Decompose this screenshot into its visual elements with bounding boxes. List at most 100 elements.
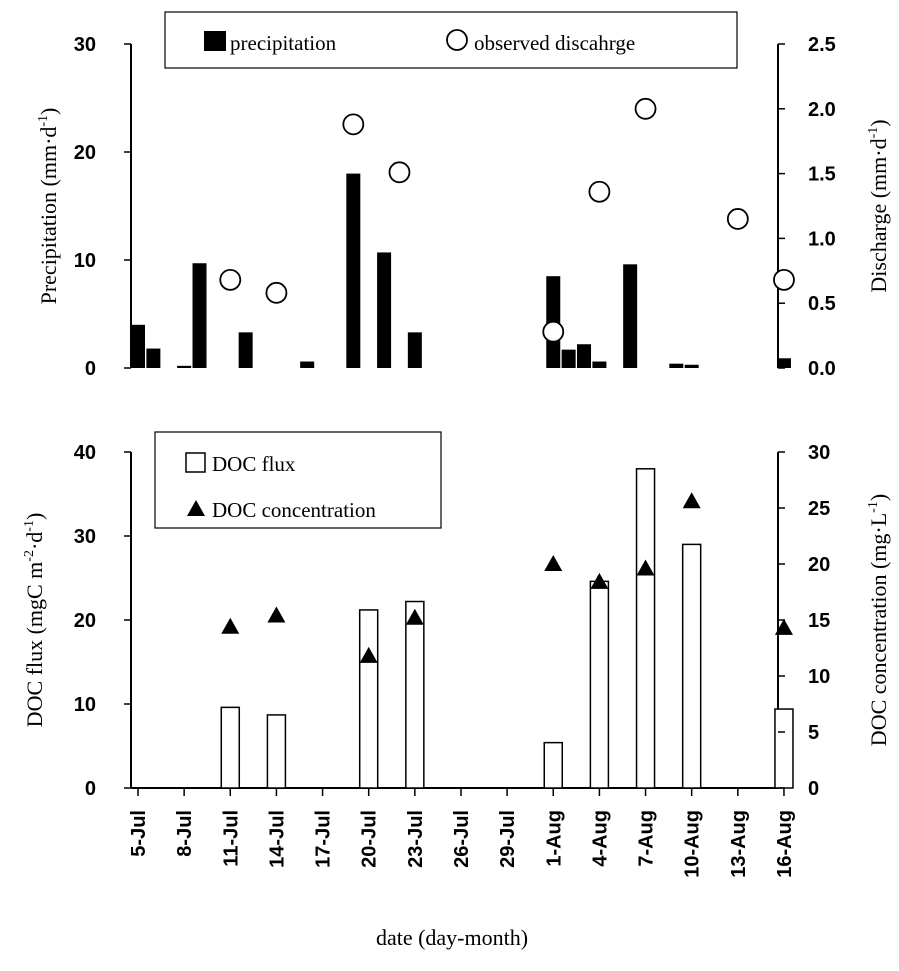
precip-bar (577, 344, 592, 368)
doc-concentration-point (221, 617, 240, 634)
doc-concentration-point (682, 492, 701, 509)
bottom-legend: DOC flux DOC concentration (154, 431, 442, 529)
precip-bar (669, 363, 684, 368)
x-ticks: 5-Jul 8-Jul 11-Jul 14-Jul 17-Jul 20-Jul 23-Jul… (128, 788, 796, 878)
precip-bar (238, 332, 253, 368)
legend-precip-swatch (204, 31, 226, 51)
top-panel: 0 10 20 30 0.0 0.5 1.0 1.5 2.0 2.5 precipitation… (36, 11, 891, 380)
precip-bar (561, 349, 576, 368)
doc-flux-bar (266, 714, 287, 789)
y-tick-label: 0.5 (808, 293, 836, 315)
doc-concentration-point (590, 572, 609, 589)
bottom-right-ticks: 0 5 10 15 20 25 30 (778, 442, 830, 800)
precip-bar (377, 252, 392, 368)
bottom-panel: 0 10 20 30 40 0 5 10 15 20 25 30 5-Jul 8-Jul 11-Jul 1… (22, 431, 891, 878)
y-tick-label: 20 (74, 610, 96, 632)
precip-bar (592, 361, 607, 368)
doc-concentration-point (544, 555, 563, 571)
x-tick-label: 20-Jul (359, 810, 381, 868)
doc-concentration-point (359, 646, 378, 663)
x-tick-label: 16-Aug (774, 810, 796, 878)
top-legend: precipitation observed discahrge (164, 11, 738, 69)
x-tick-label: 7-Aug (636, 810, 658, 867)
y-tick-label: 30 (74, 34, 96, 56)
discharge-point (634, 97, 657, 120)
doc-flux-bar (774, 708, 794, 789)
discharge-point (588, 180, 611, 203)
y-tick-label: 15 (808, 610, 830, 632)
x-tick-label: 1-Aug (543, 810, 565, 867)
y-tick-label: 30 (808, 442, 830, 464)
y-tick-label: 2.0 (808, 99, 836, 121)
legend-docflux-swatch (185, 452, 206, 473)
precip-bar (177, 365, 192, 368)
legend-discharge-marker (446, 29, 468, 51)
y-tick-label: 25 (808, 498, 830, 520)
y-tick-label: 5 (808, 722, 819, 744)
x-axis-label: date (day-month) (376, 925, 528, 950)
x-tick-label: 23-Jul (405, 810, 427, 868)
precip-bar (192, 263, 207, 368)
doc-concentration-point (774, 618, 793, 635)
bottom-right-ylabel: DOC concentration (mg·L-1) (866, 494, 891, 746)
discharge-point (388, 161, 411, 184)
precip-bar (623, 264, 638, 368)
x-tick-label: 4-Aug (589, 810, 611, 867)
x-tick-label: 8-Jul (174, 810, 196, 857)
doc-concentration-point (636, 559, 655, 576)
top-right-ticks: 0.0 0.5 1.0 1.5 2.0 2.5 (778, 34, 836, 380)
precip-bar (346, 173, 361, 368)
precip-bar (776, 358, 791, 368)
discharge-point (542, 320, 565, 343)
y-tick-label: 0 (85, 358, 96, 380)
bottom-left-ylabel: DOC flux (mgC m-2·d-1) (22, 513, 47, 728)
x-tick-label: 13-Aug (728, 810, 750, 878)
doc-flux-bar (405, 600, 425, 789)
y-tick-label: 0 (85, 778, 96, 800)
discharge-point (219, 268, 242, 291)
top-right-ylabel: Discharge (mm·d-1) (866, 119, 891, 292)
legend-discharge-label: observed discahrge (474, 31, 635, 55)
y-tick-label: 10 (808, 666, 830, 688)
y-tick-label: 0.0 (808, 358, 836, 380)
doc-concentration-points (221, 492, 793, 663)
x-tick-label: 26-Jul (451, 810, 473, 868)
discharge-point (342, 113, 365, 136)
y-tick-label: 20 (808, 554, 830, 576)
doc-flux-bar (635, 468, 656, 789)
precip-bar (300, 361, 315, 368)
doc-flux-bar (681, 543, 702, 789)
y-tick-label: 0 (808, 778, 819, 800)
legend-docconc-label: DOC concentration (212, 498, 376, 522)
legend-precip-label: precipitation (230, 31, 337, 55)
doc-flux-bar (589, 580, 610, 789)
doc-concentration-point (267, 606, 286, 623)
doc-flux-bars (220, 468, 794, 789)
y-tick-label: 30 (74, 526, 96, 548)
x-tick-label: 29-Jul (497, 810, 519, 868)
y-tick-label: 10 (74, 250, 96, 272)
y-tick-label: 20 (74, 142, 96, 164)
precip-bar (407, 332, 422, 368)
y-tick-label: 2.5 (808, 34, 836, 56)
x-tick-label: 14-Jul (266, 810, 288, 868)
doc-flux-bar (543, 741, 564, 789)
top-left-ticks: 0 10 20 30 (74, 34, 131, 380)
y-tick-label: 1.0 (808, 228, 836, 250)
precip-bar (684, 364, 699, 368)
x-tick-label: 10-Aug (682, 810, 704, 878)
discharge-point (265, 281, 288, 304)
y-tick-label: 1.5 (808, 164, 836, 186)
top-left-ylabel: Precipitation (mm·d-1) (36, 108, 61, 305)
bottom-left-ticks: 0 10 20 30 40 (74, 442, 131, 800)
precip-bar (131, 324, 145, 368)
doc-concentration-point (405, 608, 424, 625)
legend-docflux-label: DOC flux (212, 452, 296, 476)
x-tick-label: 17-Jul (313, 810, 335, 868)
y-tick-label: 10 (74, 694, 96, 716)
y-tick-label: 40 (74, 442, 96, 464)
doc-flux-bar (358, 609, 379, 789)
discharge-point (726, 208, 749, 230)
legend-docconc-marker (187, 500, 205, 516)
